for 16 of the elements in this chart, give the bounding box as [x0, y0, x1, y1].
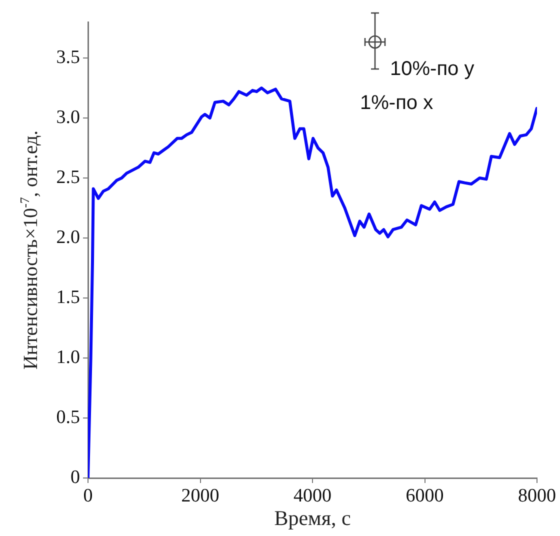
y-tick-label: 0.5	[56, 406, 80, 428]
y-tick-label: 1.5	[56, 286, 80, 308]
x-tick-label: 4000	[294, 485, 332, 506]
y-tick-label: 3.0	[56, 106, 80, 128]
y-tick-label: 2.0	[56, 226, 80, 248]
x-tick-label: 2000	[181, 485, 220, 506]
x-tick-label: 0	[83, 485, 93, 506]
annotation: 1%-по x	[360, 92, 434, 115]
y-tick-label: 3.5	[56, 46, 80, 68]
y-tick-label: 1.0	[56, 346, 80, 368]
x-tick-label: 6000	[406, 485, 444, 506]
annotation: 10%-по y	[390, 58, 474, 81]
x-axis-title: Время, с	[274, 506, 351, 530]
x-tick-label: 8000	[518, 485, 556, 506]
y-tick-label: 0	[70, 466, 80, 488]
y-tick-label: 2.5	[56, 166, 80, 188]
